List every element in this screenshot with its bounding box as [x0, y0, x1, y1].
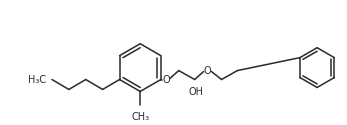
- Text: O: O: [162, 74, 170, 85]
- Text: O: O: [204, 66, 211, 76]
- Text: OH: OH: [188, 88, 203, 98]
- Text: CH₃: CH₃: [131, 112, 149, 122]
- Text: H₃C: H₃C: [28, 74, 46, 85]
